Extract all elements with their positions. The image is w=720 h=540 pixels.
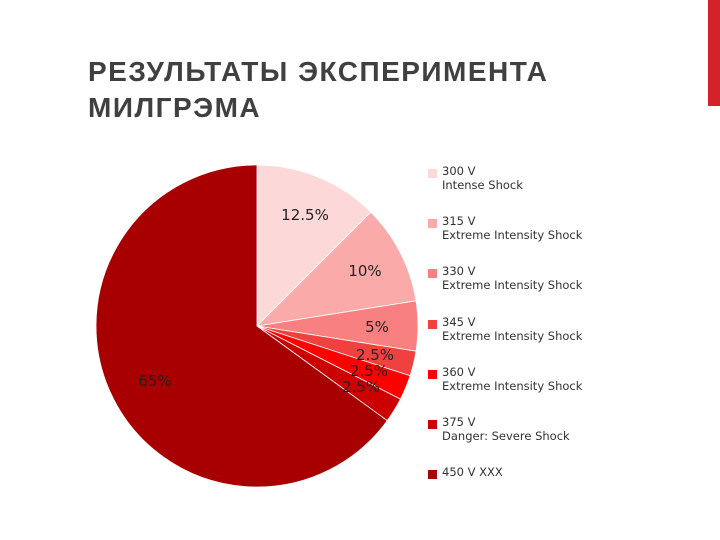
legend-label-line1: 360 V [442, 364, 476, 379]
legend-swatch [428, 419, 437, 429]
slice-label-5: 2.5% [350, 362, 388, 380]
slide-title-line2: МИЛГРЭМА [88, 92, 262, 123]
slice-label-4: 2.5% [356, 346, 394, 364]
legend-label-line1: 330 V [442, 264, 476, 279]
legend-label: 330 V Extreme Intensity Shock [442, 264, 582, 292]
chart-legend: 300 V Intense Shock 315 V Extreme Intensity… [428, 164, 618, 515]
legend-swatch [428, 169, 437, 178]
pie-slice-1 [256, 164, 372, 327]
accent-bar [708, 0, 720, 106]
legend-label-line1: 315 V [442, 214, 476, 229]
legend-label-line2: Extreme Intensity Shock [442, 328, 583, 343]
legend-label: 360 V Extreme Intensity Shock [442, 365, 582, 393]
slide-title: РЕЗУЛЬТАТЫ ЭКСПЕРИМЕНТА МИЛГРЭМА [88, 54, 688, 126]
legend-label-line2: Danger: Severe Shock [442, 428, 570, 443]
legend-label: 315 V Extreme Intensity Shock [442, 214, 582, 242]
legend-item-3: 330 V Extreme Intensity Shock [428, 264, 618, 314]
slice-label-7: 65% [138, 372, 171, 390]
slice-label-2: 10% [348, 262, 381, 280]
legend-item-1: 300 V Intense Shock [428, 164, 618, 214]
legend-label: 450 V XXX [442, 465, 503, 479]
legend-swatch [428, 470, 437, 480]
slice-label-1: 12.5% [281, 206, 329, 224]
legend-swatch [428, 319, 437, 329]
legend-label-line2: Intense Shock [442, 178, 523, 192]
legend-label: 300 V Intense Shock [442, 164, 523, 192]
legend-item-4: 345 V Extreme Intensity Shock [428, 315, 618, 365]
legend-label: 345 V Extreme Intensity Shock [442, 315, 582, 343]
slice-label-3: 5% [365, 318, 389, 336]
slice-label-6: 2.5% [342, 378, 380, 396]
legend-label-line1: 450 V XXX [442, 465, 503, 480]
legend-label-line2: Extreme Intensity Shock [442, 228, 583, 243]
pie-slice-7 [95, 164, 388, 488]
legend-swatch [428, 269, 437, 279]
legend-label-line1: 375 V [442, 414, 476, 429]
legend-swatch [428, 219, 437, 229]
legend-item-6: 375 V Danger: Severe Shock [428, 415, 618, 465]
legend-label-line2: Extreme Intensity Shock [442, 278, 583, 293]
legend-swatch [428, 369, 437, 379]
legend-label: 375 V Danger: Severe Shock [442, 415, 570, 443]
legend-item-2: 315 V Extreme Intensity Shock [428, 214, 618, 264]
slide-title-line1: РЕЗУЛЬТАТЫ ЭКСПЕРИМЕНТА [88, 56, 549, 87]
legend-label-line2: Extreme Intensity Shock [442, 378, 583, 393]
legend-item-5: 360 V Extreme Intensity Shock [428, 365, 618, 415]
legend-label-line1: 345 V [442, 314, 476, 329]
pie-slice-2 [255, 211, 417, 327]
legend-item-7: 450 V XXX [428, 465, 618, 515]
legend-label-line1: 300 V [442, 164, 476, 178]
